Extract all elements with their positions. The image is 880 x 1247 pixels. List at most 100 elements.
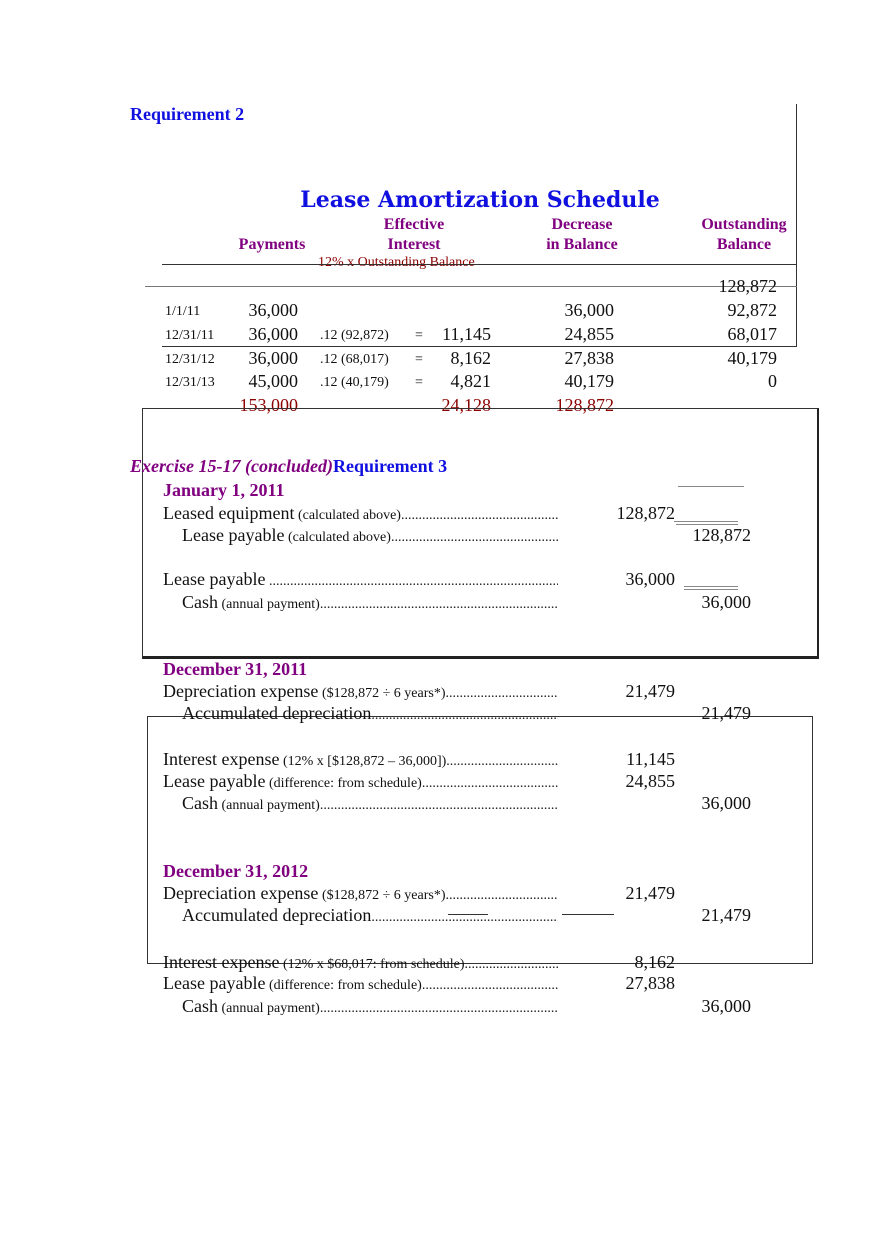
row-interest: 4,821 [450,371,492,391]
debit-amount: 27,838 [625,973,676,993]
total-payments: 153,000 [239,395,299,415]
journal-date: January 1, 2011 [163,480,285,500]
journal-entry-description: Depreciation expense ($128,872 ÷ 6 years… [163,681,558,702]
header-payments: Payments [238,236,306,253]
interest-note: 12% x Outstanding Balance [318,255,475,270]
credit-amount: 21,479 [701,905,752,925]
row-interest: 11,145 [442,324,491,344]
rule [684,586,738,587]
rule [162,346,797,347]
opening-balance: 128,872 [718,276,778,296]
debit-amount: 21,479 [625,681,676,701]
journal-entry-description: Cash (annual payment) [182,592,558,613]
credit-amount: 36,000 [701,793,752,813]
account-note: (calculated above) [284,530,391,545]
row-decrease: 40,179 [564,371,615,391]
account-name: Cash [182,592,218,612]
journal-entry-description: Leased equipment (calculated above) [163,503,558,524]
debit-amount: 8,162 [634,952,676,972]
header-rule [162,264,797,265]
account-name: Lease payable [182,525,285,545]
account-name: Cash [182,996,218,1016]
account-note: ($128,872 ÷ 6 years*) [318,888,446,903]
account-name: Interest expense [163,749,280,769]
account-name: Depreciation expense [163,883,319,903]
row-date: 12/31/13 [165,375,215,390]
account-note: (annual payment) [218,798,320,813]
debit-amount: 21,479 [625,883,676,903]
total-decrease: 128,872 [555,395,615,415]
account-name: Depreciation expense [163,681,319,701]
account-name: Lease payable [163,973,266,993]
row-payment: 45,000 [248,371,299,391]
total-interest: 24,128 [441,395,492,415]
header-decrease-2: in Balance [546,236,618,253]
account-note: (difference: from schedule) [265,776,422,791]
account-note: (calculated above) [294,508,401,523]
journal-entry-description: Cash (annual payment) [182,996,558,1017]
journal-date: December 31, 2012 [163,861,309,881]
row-date: 12/31/11 [165,328,215,343]
rule [448,914,488,915]
row-interest: 8,162 [450,348,492,368]
header-balance-2: Balance [716,236,772,253]
header-interest-2: Interest [387,236,441,253]
row-formula: .12 (68,017) [320,352,389,367]
journal-entry-description: Cash (annual payment) [182,793,558,814]
account-name: Accumulated depreciation [182,905,372,925]
row-equals: = [415,352,423,367]
row-balance: 0 [768,371,777,391]
exercise-heading: Exercise 15-17 (concluded)Requirement 3 [130,456,447,477]
row-equals: = [415,375,423,390]
credit-amount: 36,000 [701,592,752,612]
account-note: ($128,872 ÷ 6 years*) [318,686,446,701]
rule [676,524,738,525]
row-decrease: 36,000 [564,300,615,320]
rule [678,486,744,487]
debit-amount: 11,145 [626,749,675,769]
header-decrease-1: Decrease [551,216,613,233]
journal-entry-description: Accumulated depreciation [182,905,558,926]
account-name: Accumulated depreciation [182,703,372,723]
row-date: 12/31/12 [165,352,215,367]
rule [145,286,797,287]
journal-entry-description: Lease payable (calculated above) [182,525,558,546]
journal-entry-description: Lease payable [163,569,558,590]
credit-amount: 36,000 [701,996,752,1016]
account-note [265,574,269,589]
account-note: (annual payment) [218,597,320,612]
divider [796,104,797,347]
row-payment: 36,000 [248,300,299,320]
row-decrease: 27,838 [564,348,615,368]
rule [674,521,738,522]
account-note: (12% x [$128,872 – 36,000]) [279,754,447,769]
journal-date: December 31, 2011 [163,659,308,679]
row-balance: 40,179 [727,348,778,368]
row-payment: 36,000 [248,348,299,368]
journal-entry-description: Lease payable (difference: from schedule… [163,771,558,792]
row-payment: 36,000 [248,324,299,344]
account-name: Cash [182,793,218,813]
header-interest-1: Effective [383,216,445,233]
journal-entry-description: Lease payable (difference: from schedule… [163,973,558,994]
credit-amount: 21,479 [701,703,752,723]
account-name: Lease payable [163,569,266,589]
row-formula: .12 (40,179) [320,375,389,390]
credit-amount: 128,872 [692,525,752,545]
rule [684,589,738,590]
frame [142,408,819,659]
row-balance: 92,872 [727,300,778,320]
requirement-3-heading: Requirement 3 [332,456,448,476]
debit-amount: 128,872 [616,503,676,523]
exercise-label: Exercise 15-17 (concluded) [130,456,333,476]
journal-entry-description: Depreciation expense ($128,872 ÷ 6 years… [163,883,558,904]
rule [562,914,614,915]
account-name: Lease payable [163,771,266,791]
row-decrease: 24,855 [564,324,615,344]
row-equals: = [415,328,423,343]
account-name: Interest expense [163,952,280,972]
account-name: Leased equipment [163,503,295,523]
row-balance: 68,017 [727,324,778,344]
row-formula: .12 (92,872) [320,328,389,343]
debit-amount: 24,855 [625,771,676,791]
